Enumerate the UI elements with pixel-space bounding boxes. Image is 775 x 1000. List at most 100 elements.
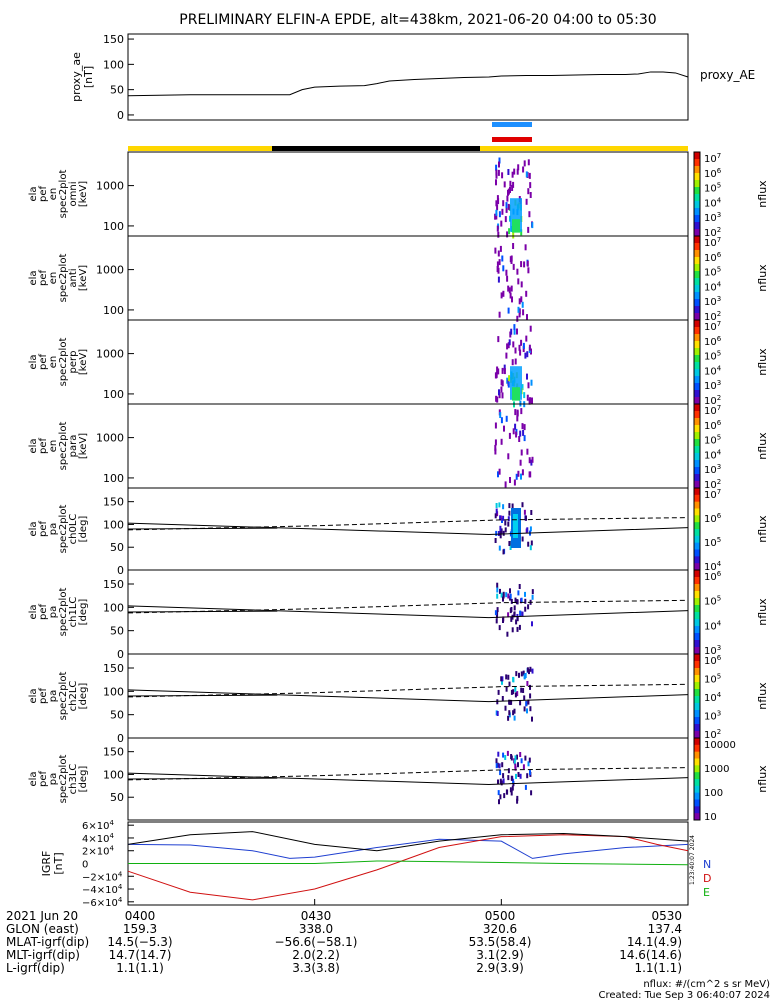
perp-line xyxy=(127,527,278,530)
spectrogram-ylabel: pef xyxy=(38,521,49,538)
spectrogram-pixel xyxy=(513,715,516,721)
spectrogram-pixel xyxy=(496,610,499,616)
spectrogram-data xyxy=(494,582,534,637)
spectrogram-pixel xyxy=(507,516,510,522)
footer-row-value: 137.4 xyxy=(648,922,682,936)
vertical-stamp: 1:23:40:07 2024 xyxy=(689,835,696,885)
colorbar-tick-label: 106 xyxy=(704,654,722,667)
spectrogram-pixel xyxy=(531,222,534,229)
spectrogram-pixel xyxy=(512,181,515,188)
spectrogram-pixel xyxy=(514,358,517,365)
spectrogram-pixel xyxy=(510,328,513,335)
spectrogram-pixel xyxy=(527,159,530,166)
colorbar-segment xyxy=(694,738,700,742)
spectrogram-pixel xyxy=(526,681,529,686)
spectrogram-ylabel: en xyxy=(48,272,59,285)
igrf-ytick-label: −6×104 xyxy=(82,896,123,909)
spectrogram-pixel xyxy=(531,397,533,404)
colorbar-segment xyxy=(694,344,700,349)
spectrogram-ytick-label: 50 xyxy=(110,791,124,804)
spectrogram-pixel xyxy=(520,408,523,415)
colorbar-segment xyxy=(694,190,700,195)
spectrogram-pixel xyxy=(498,468,501,475)
spectrogram-pixel xyxy=(496,711,499,716)
colorbar-segment xyxy=(694,470,700,475)
spectrogram-pixel xyxy=(501,696,504,701)
igrf-ytick-label: −4×104 xyxy=(82,883,123,896)
spectrogram-ylabel: pa xyxy=(48,690,59,702)
spectrogram-pixel xyxy=(514,692,517,698)
spectrogram-core-low xyxy=(512,387,520,401)
spectrogram-ylabel: spec2plot xyxy=(58,170,69,219)
colorbar-tick-label: 102 xyxy=(704,478,721,491)
spectrogram-pixel xyxy=(497,231,500,238)
spectrogram-pixel xyxy=(494,213,497,220)
spectrogram-pixel xyxy=(522,346,525,352)
colorbar-segment xyxy=(694,689,700,693)
spectrogram-pixel xyxy=(505,352,508,359)
created-note: Created: Tue Sep 3 06:40:07 2024 xyxy=(599,990,771,1000)
colorbar-segment xyxy=(694,699,700,704)
footer-row-value: 338.0 xyxy=(299,922,333,936)
spectrogram-ylabel: spec2plot xyxy=(58,422,69,471)
spectrogram-pixel xyxy=(495,530,498,536)
spectrogram-pixel xyxy=(519,700,522,706)
colorbar-segment xyxy=(694,727,700,732)
spectrogram-pixel xyxy=(518,672,520,678)
colorbar-segment xyxy=(694,239,700,244)
spectrogram-ylabel: ela xyxy=(28,438,39,453)
colorbar-segment xyxy=(694,484,700,489)
spectrogram-pixel xyxy=(505,206,508,213)
spectrogram-ylabel: ela xyxy=(28,521,39,536)
spectrogram-ytick-label: 100 xyxy=(103,388,124,401)
proxy-ae-ylabel: proxy_ae xyxy=(70,52,83,102)
colorbar-segment xyxy=(694,657,700,662)
spectrogram-pixel xyxy=(521,423,524,430)
colorbar-segment xyxy=(694,166,700,170)
colorbar-segment xyxy=(694,218,700,223)
spectrogram-pixel xyxy=(526,394,529,401)
colorbar-segment xyxy=(694,498,700,503)
colorbar-segment xyxy=(694,281,700,286)
spectrogram-pixel xyxy=(524,606,527,612)
spectrogram-pixel xyxy=(514,409,517,416)
spectrogram-ylabel: ela xyxy=(28,354,39,369)
spectrogram-ylabel: spec2plot xyxy=(58,755,69,804)
spectrogram-pixel xyxy=(496,593,499,599)
spectrogram-pixel xyxy=(521,384,524,391)
spectrogram-pixel xyxy=(495,763,498,769)
colorbar-segment xyxy=(694,246,700,251)
colorbar-segment xyxy=(694,626,700,630)
spectrogram-pixel xyxy=(513,759,516,765)
spectrogram-pixel xyxy=(519,610,522,616)
spectrogram-pixel xyxy=(506,195,509,202)
spectrogram-pixel xyxy=(509,187,511,193)
spectrogram-ytick-label: 100 xyxy=(103,685,124,698)
spectrogram-data xyxy=(495,750,533,805)
colorbar-segment xyxy=(694,605,700,609)
colorbar-segment xyxy=(694,488,700,492)
perp-line xyxy=(127,694,278,697)
colorbar-segment xyxy=(694,636,700,641)
colorbar-segment xyxy=(694,619,700,623)
spectrogram-pixel xyxy=(509,593,512,599)
spectrogram-pixel xyxy=(518,344,521,351)
colorbar-segment xyxy=(694,685,700,690)
spectrogram-pixel xyxy=(507,203,510,210)
colorbar-segment xyxy=(694,201,700,205)
colorbar-segment xyxy=(694,316,700,321)
spectrogram-pixel xyxy=(516,599,519,605)
colorbar-segment xyxy=(694,539,700,544)
footer-ephemeris: 2021 Jun 20 0400 0430 0500 0530 GLON (east) 15… xyxy=(6,909,682,975)
spectrogram-frame xyxy=(127,319,689,405)
spectrogram-pixel xyxy=(496,204,499,211)
colorbar-segment xyxy=(694,522,700,527)
proxy-ae-frame xyxy=(127,33,689,121)
spectrogram-ylabel: pef xyxy=(38,771,49,788)
spectrogram-ylabel: en xyxy=(48,440,59,453)
colorbar-segment xyxy=(694,612,700,616)
spectrogram-pixel xyxy=(497,198,500,205)
spectrogram-ylabel: ela xyxy=(28,604,39,619)
